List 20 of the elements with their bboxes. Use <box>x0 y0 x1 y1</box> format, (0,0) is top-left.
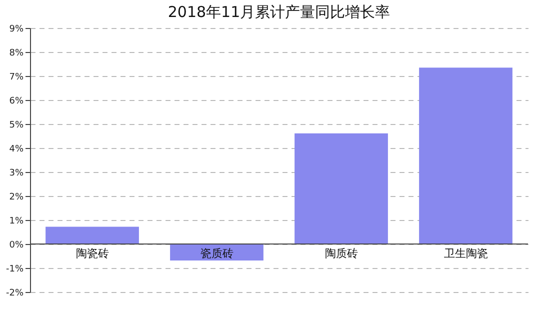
y-tick-label: 9% <box>9 24 24 34</box>
x-tick-label: 卫生陶瓷 <box>444 247 488 260</box>
x-tick-label: 陶质砖 <box>324 247 358 260</box>
bar <box>419 68 512 244</box>
y-tick-label: 1% <box>9 216 24 226</box>
chart-title: 2018年11月累计产量同比增长率 <box>168 3 390 21</box>
y-tick-label: -2% <box>6 288 24 298</box>
x-tick-label: 瓷质砖 <box>200 247 234 260</box>
y-tick-label: 4% <box>9 144 24 154</box>
y-tick-label: -1% <box>6 264 24 274</box>
y-tick-label: 2% <box>9 192 24 202</box>
x-tick-label: 陶瓷砖 <box>76 247 109 260</box>
y-tick-label: 3% <box>9 168 24 178</box>
y-tick-label: 0% <box>9 240 24 250</box>
y-tick-label: 6% <box>9 96 24 106</box>
y-tick-label: 7% <box>9 72 24 82</box>
y-tick-label: 5% <box>9 120 24 130</box>
bar <box>294 133 388 244</box>
bar <box>46 226 139 244</box>
y-tick-label: 8% <box>9 48 24 58</box>
